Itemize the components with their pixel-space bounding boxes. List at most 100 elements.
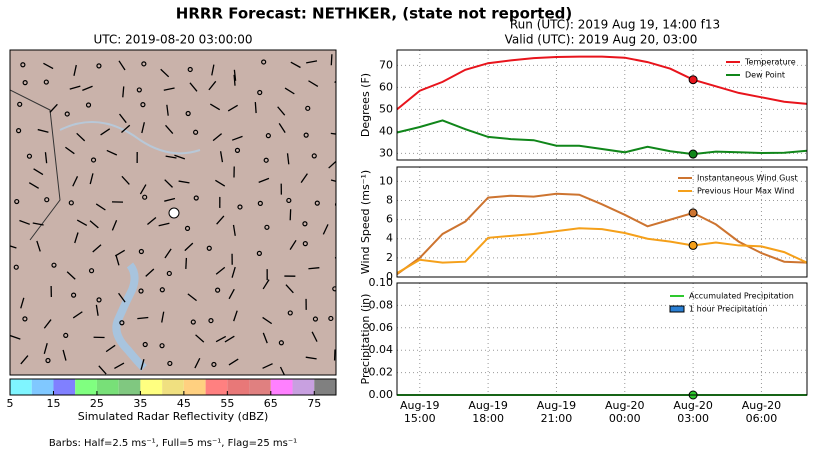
- panel-frame: [396, 282, 808, 396]
- y-tick-label: 0.06: [369, 321, 394, 334]
- wind-barb: [118, 60, 126, 71]
- colorbar-bin: [118, 379, 141, 395]
- wind-barb: [290, 61, 301, 69]
- station-calm: [261, 59, 267, 65]
- station-calm: [159, 287, 165, 293]
- station-calm: [142, 341, 148, 348]
- wind-barb: [121, 175, 130, 185]
- wind-barb: [232, 224, 236, 236]
- station-calm: [278, 340, 284, 346]
- wind-barb: [100, 128, 111, 136]
- wind-barb: [66, 271, 76, 280]
- station-calm: [286, 197, 292, 204]
- station-calm: [43, 79, 49, 85]
- station-calm: [237, 204, 243, 210]
- wind-barb: [33, 168, 44, 176]
- station-calm: [303, 132, 309, 138]
- station-calm: [71, 292, 77, 298]
- y-tick-label: 30: [379, 146, 393, 159]
- panel-frame: [396, 49, 808, 161]
- wind-barb: [228, 288, 235, 300]
- station-calm: [96, 297, 102, 303]
- station-calm: [287, 310, 293, 316]
- y-tick-label: 70: [379, 58, 393, 71]
- wind-barb: [28, 182, 40, 189]
- wind-barb: [195, 334, 205, 343]
- legend-swatch: [669, 305, 685, 313]
- station-calm: [206, 245, 212, 251]
- colorbar-tick-label: 45: [177, 397, 191, 410]
- wind-barb: [141, 122, 145, 134]
- y-tick-label: 60: [379, 80, 393, 93]
- wind-barb: [215, 335, 227, 343]
- wind-barb: [43, 62, 54, 70]
- station-calm: [26, 153, 33, 159]
- wind-barb: [212, 133, 223, 142]
- legend-label: Previous Hour Max Wind: [697, 187, 794, 196]
- station-calm: [16, 128, 22, 134]
- wind-barb: [211, 64, 215, 76]
- station-calm: [234, 147, 241, 153]
- x-tick-label: Aug-19 18:00: [468, 399, 508, 425]
- station-calm: [302, 221, 308, 227]
- wind-barb: [62, 349, 67, 361]
- wind-barb: [277, 106, 286, 116]
- station-calm: [142, 194, 148, 200]
- station-calm: [119, 320, 125, 326]
- colorbar-bin: [249, 379, 271, 395]
- station-calm: [332, 286, 336, 292]
- wind-barb: [89, 220, 99, 229]
- x-tick-label: Aug-19 15:00: [400, 399, 440, 425]
- series-line: [396, 227, 808, 275]
- wind-barb: [174, 154, 186, 160]
- wind-barb: [187, 293, 197, 302]
- wind-barb: [106, 149, 118, 156]
- wind-barb: [115, 254, 120, 266]
- wind-barb: [178, 180, 190, 184]
- wind-barb: [338, 252, 349, 253]
- y-tick-label: 4: [386, 232, 393, 245]
- station-calm: [22, 80, 28, 86]
- y-tick-label: 6: [386, 213, 393, 226]
- wind-barb: [160, 68, 170, 78]
- wind-barb: [158, 222, 170, 227]
- wind-barb: [308, 80, 319, 88]
- wind-barb: [231, 266, 236, 278]
- y-tick-label: 8: [386, 193, 393, 206]
- wind-barb: [208, 80, 217, 91]
- station-calm: [22, 316, 28, 322]
- y-tick-label: 0.08: [369, 298, 394, 311]
- wind-barb: [43, 319, 52, 329]
- station-calm: [211, 361, 217, 368]
- colorbar-tick-label: 15: [46, 397, 60, 410]
- valid-marker: [688, 149, 698, 159]
- wind-barb: [330, 54, 333, 66]
- wind-barb: [43, 342, 48, 354]
- station-calm: [159, 343, 165, 349]
- y-axis-label: Precipitation (in): [359, 294, 372, 385]
- station-calm: [185, 110, 191, 117]
- wind-barb: [82, 85, 93, 91]
- station-calm: [166, 270, 172, 277]
- wind-barb: [285, 284, 294, 294]
- colorbar-bin: [183, 379, 206, 395]
- wind-barb: [20, 355, 29, 365]
- wind-barb: [328, 160, 336, 169]
- wind-barb: [166, 104, 169, 116]
- wind-barb: [224, 335, 235, 343]
- colorbar-label: Simulated Radar Reflectivity (dBZ): [78, 410, 269, 423]
- wind-barb: [49, 103, 58, 113]
- wind-barb: [262, 363, 273, 369]
- wind-barb: [300, 173, 308, 184]
- station-calm: [264, 224, 270, 230]
- wind-barb: [122, 86, 125, 98]
- wind-barb: [231, 135, 243, 141]
- site: [168, 207, 180, 219]
- map: [10, 50, 349, 375]
- legend-label: 1 hour Precipitation: [689, 305, 768, 314]
- run-time: Run (UTC): 2019 Aug 19, 14:00 f13: [510, 18, 720, 32]
- colorbar-bin: [162, 379, 184, 395]
- wind-barb: [140, 359, 145, 370]
- wind-barb: [163, 87, 175, 91]
- colorbar-bin: [140, 379, 163, 395]
